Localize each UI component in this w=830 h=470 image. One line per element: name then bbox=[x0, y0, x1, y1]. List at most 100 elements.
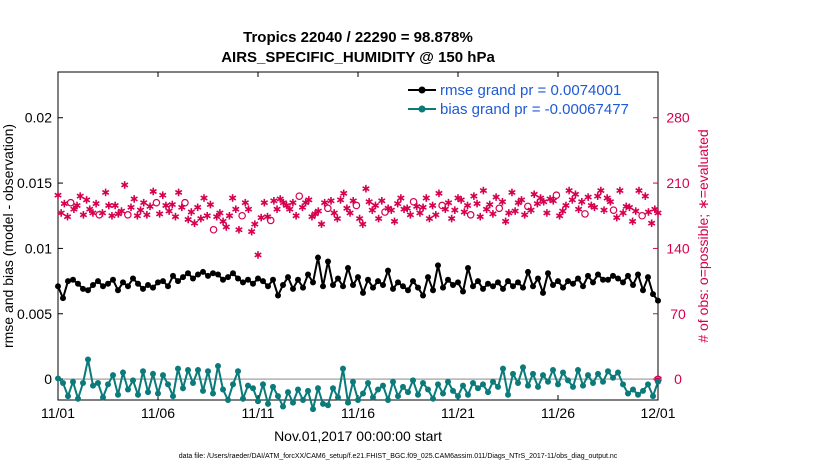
bias-point bbox=[205, 368, 211, 375]
obs-evaluated-marker bbox=[327, 197, 335, 205]
bias-point bbox=[415, 391, 421, 398]
obs-evaluated-marker bbox=[346, 209, 354, 217]
bias-point bbox=[610, 374, 616, 381]
bias-point bbox=[590, 380, 596, 387]
obs-evaluated-marker bbox=[435, 189, 443, 198]
obs-possible-marker bbox=[209, 225, 218, 234]
bias-point bbox=[365, 380, 371, 387]
obs-evaluated-marker bbox=[498, 197, 507, 206]
rmse-point bbox=[315, 254, 321, 261]
bias-point bbox=[265, 400, 271, 407]
bias-point bbox=[190, 380, 196, 387]
obs-evaluated-marker bbox=[397, 194, 405, 202]
bias-point bbox=[455, 393, 461, 400]
rmse-point bbox=[445, 276, 451, 283]
obs-evaluated-marker bbox=[578, 197, 586, 206]
obs-evaluated-marker bbox=[193, 203, 202, 212]
obs-evaluated-marker bbox=[606, 197, 615, 206]
obs-evaluated-marker bbox=[574, 205, 583, 214]
x-tick-label: 11/06 bbox=[141, 405, 175, 421]
obs-evaluated-marker bbox=[571, 190, 580, 199]
obs-evaluated-marker bbox=[120, 181, 129, 189]
rmse-point bbox=[140, 285, 146, 292]
rmse-point bbox=[210, 270, 216, 277]
rmse-point bbox=[440, 284, 446, 291]
x-axis-label: Nov.01,2017 00:00:00 start bbox=[274, 428, 442, 444]
rmse-point bbox=[620, 279, 626, 286]
obs-possible-marker bbox=[238, 211, 246, 220]
bias-point bbox=[520, 364, 526, 371]
bias-point bbox=[405, 389, 411, 396]
bias-point bbox=[160, 372, 166, 379]
bias-point bbox=[430, 395, 436, 402]
obs-evaluated-marker bbox=[54, 191, 62, 200]
rmse-point bbox=[220, 276, 226, 283]
bias-point bbox=[600, 378, 606, 385]
rmse-point bbox=[55, 283, 61, 290]
obs-possible-marker bbox=[295, 192, 304, 200]
bias-point bbox=[315, 385, 321, 392]
rmse-point bbox=[130, 275, 136, 282]
bias-point bbox=[580, 382, 586, 389]
rmse-point bbox=[540, 289, 546, 296]
y-right-tick-label: 280 bbox=[666, 110, 690, 126]
obs-evaluated-marker bbox=[489, 210, 497, 218]
obs-evaluated-marker bbox=[108, 211, 116, 220]
obs-evaluated-marker bbox=[228, 194, 237, 202]
rmse-point bbox=[155, 279, 161, 286]
obs-evaluated-marker bbox=[89, 209, 97, 217]
rmse-point bbox=[340, 283, 346, 290]
rmse-point bbox=[240, 279, 246, 286]
rmse-point bbox=[460, 288, 466, 295]
obs-evaluated-marker bbox=[562, 201, 570, 210]
obs-evaluated-marker bbox=[222, 223, 230, 231]
rmse-point bbox=[560, 284, 566, 291]
rmse-point bbox=[320, 283, 326, 290]
rmse-point bbox=[350, 282, 356, 289]
obs-evaluated-marker bbox=[619, 209, 627, 217]
bias-point bbox=[495, 383, 501, 390]
obs-evaluated-marker bbox=[171, 212, 180, 221]
bias-point bbox=[115, 391, 121, 398]
bias-point bbox=[195, 366, 201, 373]
rmse-point bbox=[205, 272, 211, 279]
bias-point bbox=[100, 394, 106, 401]
rmse-point bbox=[410, 278, 416, 285]
obs-evaluated-marker bbox=[590, 203, 599, 212]
obs-possible-marker bbox=[66, 198, 75, 207]
obs-possible-marker bbox=[124, 211, 132, 219]
rmse-point bbox=[385, 267, 391, 274]
rmse-point bbox=[530, 283, 536, 290]
obs-evaluated-marker bbox=[371, 201, 380, 210]
bias-point bbox=[90, 382, 96, 389]
bias-point bbox=[185, 366, 191, 373]
obs-evaluated-marker bbox=[533, 199, 542, 208]
bias-point bbox=[65, 393, 71, 400]
rmse-point bbox=[585, 272, 591, 279]
bias-point bbox=[475, 385, 481, 392]
bias-point bbox=[555, 381, 561, 388]
rmse-point bbox=[170, 272, 176, 279]
y-right-tick-label: 70 bbox=[670, 306, 686, 322]
obs-evaluated-marker bbox=[517, 196, 526, 204]
y-tick-label: 0.005 bbox=[17, 306, 52, 322]
rmse-point bbox=[640, 287, 646, 294]
obs-evaluated-marker bbox=[543, 209, 551, 217]
rmse-point bbox=[645, 274, 651, 281]
bias-point bbox=[200, 387, 206, 394]
bias-point bbox=[155, 390, 161, 397]
y-tick-label: 0.01 bbox=[25, 240, 52, 256]
obs-evaluated-marker bbox=[641, 192, 649, 200]
obs-evaluated-marker bbox=[359, 220, 367, 228]
obs-possible-marker bbox=[609, 206, 618, 214]
obs-evaluated-marker bbox=[165, 207, 173, 215]
obs-evaluated-marker bbox=[330, 209, 338, 217]
rmse-point bbox=[555, 278, 561, 285]
rmse-point bbox=[345, 265, 351, 272]
obs-evaluated-marker bbox=[613, 213, 621, 222]
obs-possible-marker bbox=[266, 216, 275, 225]
bias-point bbox=[285, 389, 291, 396]
legend-bias-marker bbox=[418, 105, 426, 113]
rmse-point bbox=[565, 278, 571, 285]
bias-point bbox=[625, 390, 631, 397]
